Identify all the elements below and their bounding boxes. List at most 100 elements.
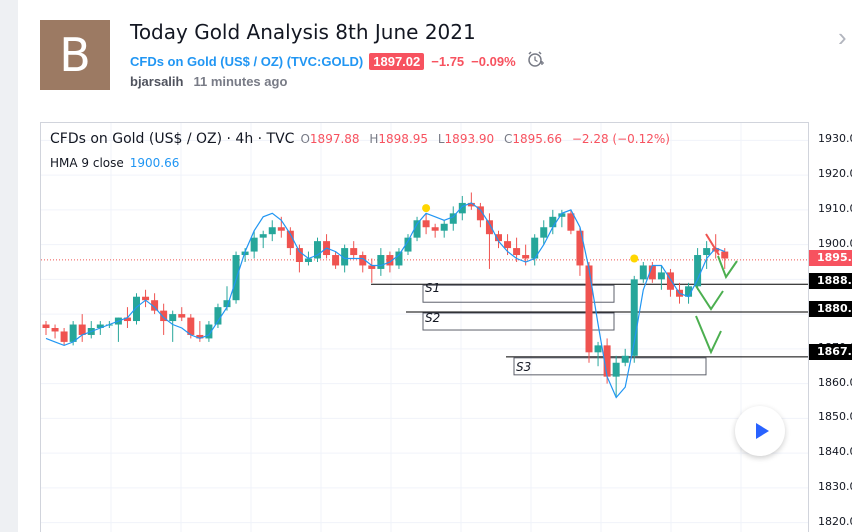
candle-body bbox=[386, 255, 394, 266]
candle-body bbox=[721, 251, 729, 259]
candle-body bbox=[431, 227, 439, 231]
candle-body bbox=[476, 206, 484, 221]
candle-body bbox=[377, 255, 385, 269]
candle-body bbox=[123, 317, 131, 322]
candle-body bbox=[558, 213, 566, 217]
candle-body bbox=[567, 213, 575, 231]
candle-body bbox=[440, 223, 448, 231]
candle-body bbox=[332, 255, 340, 266]
alarm-clock-icon[interactable] bbox=[526, 50, 544, 73]
s3-price-label: 1867.7 bbox=[809, 344, 852, 360]
candle-body bbox=[449, 213, 457, 224]
candle-body bbox=[60, 331, 68, 342]
candle-body bbox=[341, 248, 349, 266]
support-box-s2 bbox=[422, 312, 615, 331]
candle-body bbox=[368, 265, 376, 269]
high-value: 1898.95 bbox=[378, 132, 429, 146]
candle-body bbox=[612, 362, 620, 377]
s2-price-label: 1880.6 bbox=[809, 301, 852, 317]
price-tick: 1840.00 bbox=[818, 445, 852, 459]
candle-body bbox=[304, 258, 312, 262]
candle-body bbox=[78, 324, 86, 335]
chevron-right-icon[interactable]: › bbox=[838, 22, 847, 52]
candle-body bbox=[178, 314, 186, 318]
candle-body bbox=[223, 300, 231, 308]
candle-body bbox=[314, 241, 321, 259]
candle-body bbox=[96, 324, 104, 328]
published-time: 11 minutes ago bbox=[193, 74, 288, 89]
price-badge: 1897.02 bbox=[369, 53, 425, 70]
price-tick: 1850.00 bbox=[818, 410, 852, 424]
play-button[interactable] bbox=[735, 406, 785, 456]
low-label: L bbox=[437, 132, 445, 146]
candle-body bbox=[268, 227, 276, 235]
candle-body bbox=[458, 202, 466, 214]
price-tick: 1820.00 bbox=[818, 514, 852, 528]
change-value: −2.28 (−0.12%) bbox=[571, 132, 670, 146]
last-price-label: 1895.6 bbox=[809, 250, 852, 266]
candle-body bbox=[703, 248, 711, 256]
price-tick: 1910.00 bbox=[818, 201, 852, 215]
candle-body bbox=[413, 220, 421, 238]
candle-body bbox=[685, 286, 693, 297]
candle-body bbox=[485, 220, 493, 235]
candle-body bbox=[404, 237, 412, 252]
candle-body bbox=[196, 334, 204, 339]
chart-legend: CFDs on Gold (US$ / OZ) · 4h · TVC O1897… bbox=[50, 131, 676, 147]
signal-dot bbox=[422, 204, 431, 213]
price-tick: 1920.00 bbox=[818, 167, 852, 181]
price-tick: 1830.00 bbox=[818, 479, 852, 493]
price-change-pct: −0.09% bbox=[471, 54, 516, 69]
signal-dot bbox=[630, 254, 639, 263]
candle-body bbox=[513, 248, 521, 256]
s1-label: S1 bbox=[425, 281, 441, 295]
s3-label: S3 bbox=[516, 360, 532, 374]
chart-canvas[interactable] bbox=[41, 123, 852, 532]
price-change: −1.75 bbox=[431, 54, 465, 69]
legend-symbol: CFDs on Gold (US$ / OZ) · 4h · TVC bbox=[50, 131, 295, 147]
author-avatar[interactable]: B bbox=[40, 20, 110, 90]
idea-title: Today Gold Analysis 8th June 2021 bbox=[130, 20, 476, 44]
target-arrow-green bbox=[717, 255, 738, 280]
candle-body bbox=[214, 307, 222, 325]
candle-body bbox=[603, 345, 611, 377]
close-label: C bbox=[504, 132, 513, 146]
author-name[interactable]: bjarsalih bbox=[130, 74, 184, 89]
chart-area[interactable] bbox=[40, 122, 852, 532]
price-tick: 1930.00 bbox=[818, 132, 852, 146]
candle-body bbox=[359, 255, 367, 266]
candle-body bbox=[531, 237, 539, 259]
candle-body bbox=[250, 237, 258, 252]
price-tick: 1860.00 bbox=[818, 375, 852, 389]
avatar-letter: B bbox=[59, 28, 91, 82]
legend-ohlc: O1897.88 H1898.95 L1893.90 C1895.66 −2.2… bbox=[300, 132, 676, 146]
s1-price-label: 1888.6 bbox=[809, 273, 852, 289]
candle-body bbox=[151, 300, 159, 311]
candle-body bbox=[648, 265, 656, 280]
candle-body bbox=[133, 296, 140, 322]
byline: bjarsalih 11 minutes ago bbox=[130, 74, 287, 89]
candle-body bbox=[259, 234, 267, 238]
hma-label: HMA 9 close bbox=[50, 156, 124, 170]
candle-body bbox=[160, 310, 168, 322]
price-axis[interactable] bbox=[808, 122, 852, 532]
hma-value: 1900.66 bbox=[129, 156, 180, 170]
candle-body bbox=[286, 230, 294, 249]
low-value: 1893.90 bbox=[444, 132, 495, 146]
hma-legend: HMA 9 close 1900.66 bbox=[50, 156, 179, 170]
candle-body bbox=[69, 324, 77, 342]
candle-body bbox=[295, 248, 303, 262]
target-arrow-green bbox=[695, 315, 722, 355]
candle-body bbox=[51, 328, 59, 332]
target-arrow-green bbox=[695, 285, 724, 311]
candle-body bbox=[522, 255, 530, 259]
symbol-row: CFDs on Gold (US$ / OZ) (TVC:GOLD) 1897.… bbox=[130, 50, 544, 73]
s2-label: S2 bbox=[425, 311, 441, 325]
candle-body bbox=[549, 216, 557, 228]
open-label: O bbox=[300, 132, 310, 146]
symbol-link[interactable]: CFDs on Gold (US$ / OZ) (TVC:GOLD) bbox=[130, 54, 364, 69]
candle-body bbox=[422, 220, 430, 228]
high-label: H bbox=[369, 132, 379, 146]
candle-body bbox=[169, 314, 177, 322]
candle-body bbox=[350, 248, 358, 256]
